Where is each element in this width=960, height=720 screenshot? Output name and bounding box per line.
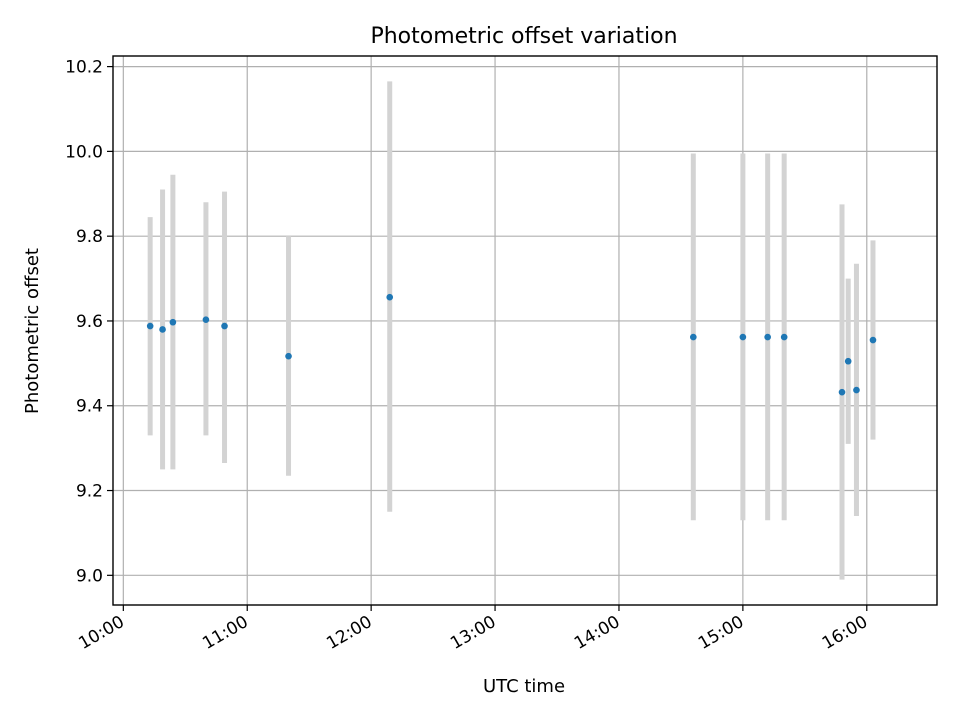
x-axis-label: UTC time xyxy=(483,676,565,697)
plot-frame xyxy=(112,55,938,606)
y-tick-label: 9.6 xyxy=(76,312,103,332)
data-point xyxy=(780,333,788,341)
x-tick-label: 11:00 xyxy=(199,612,251,654)
point-layer xyxy=(146,293,877,396)
data-point xyxy=(764,333,771,341)
y-tick-label: 9.4 xyxy=(76,397,103,417)
y-axis-label: Photometric offset xyxy=(22,248,43,414)
y-tick-label: 9.0 xyxy=(76,566,103,586)
x-tick-label: 12:00 xyxy=(323,612,375,654)
data-point xyxy=(221,322,228,330)
data-point xyxy=(285,352,292,360)
data-point xyxy=(690,333,697,341)
y-tick-label: 10.0 xyxy=(65,142,103,162)
x-axis-ticks: 10:00 11:00 12:00 13:00 14:00 15:00 16:00 xyxy=(75,605,871,654)
x-tick-label: 16:00 xyxy=(819,612,871,654)
x-tick-label: 14:00 xyxy=(571,612,623,654)
data-point xyxy=(739,333,747,341)
chart-title: Photometric offset variation xyxy=(370,24,677,49)
data-point xyxy=(853,386,860,394)
data-point xyxy=(169,318,177,326)
y-tick-label: 9.8 xyxy=(76,227,103,247)
data-point xyxy=(844,357,852,365)
y-tick-label: 10.2 xyxy=(65,58,103,78)
y-tick-label: 9.2 xyxy=(76,482,103,502)
y-axis-ticks: 9.0 9.2 9.4 9.6 9.8 10.0 10.2 xyxy=(65,58,113,586)
errorbar-layer xyxy=(147,81,876,580)
x-tick-label: 15:00 xyxy=(695,612,747,654)
data-point xyxy=(146,322,154,330)
x-tick-label: 13:00 xyxy=(447,612,499,654)
data-point xyxy=(202,316,210,323)
data-point xyxy=(159,326,166,333)
data-point xyxy=(838,388,846,396)
x-tick-label: 10:00 xyxy=(75,612,127,654)
data-point xyxy=(869,336,877,344)
data-point xyxy=(386,293,394,301)
grid-layer xyxy=(113,56,937,605)
